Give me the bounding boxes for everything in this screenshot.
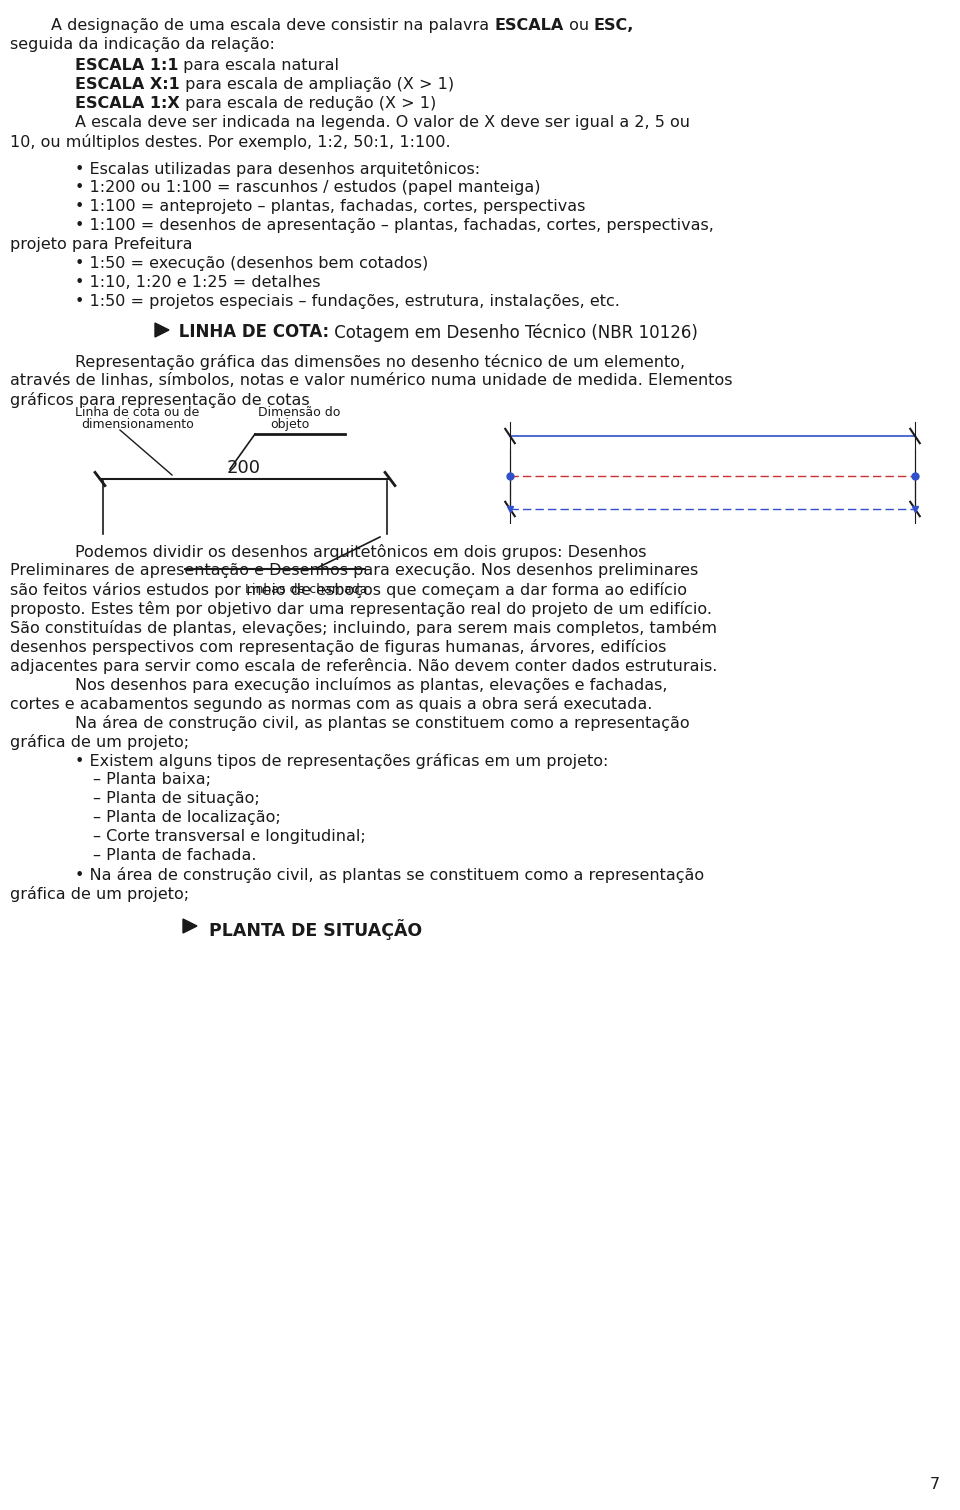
Text: – Corte transversal e longitudinal;: – Corte transversal e longitudinal; [93,829,366,844]
Text: seguida da indicação da relação:: seguida da indicação da relação: [10,38,275,51]
Text: objeto: objeto [270,418,309,430]
Polygon shape [183,920,197,933]
Text: Representação gráfica das dimensões no desenho técnico de um elemento,: Representação gráfica das dimensões no d… [75,353,685,370]
Text: cortes e acabamentos segundo as normas com as quais a obra será executada.: cortes e acabamentos segundo as normas c… [10,696,653,713]
Text: PLANTA DE SITUAÇÃO: PLANTA DE SITUAÇÃO [203,920,422,941]
Text: para escala de ampliação (X > 1): para escala de ampliação (X > 1) [180,77,454,92]
Text: • 1:100 = desenhos de apresentação – plantas, fachadas, cortes, perspectivas,: • 1:100 = desenhos de apresentação – pla… [75,217,714,233]
Text: através de linhas, símbolos, notas e valor numérico numa unidade de medida. Elem: através de linhas, símbolos, notas e val… [10,373,732,388]
Text: são feitos vários estudos por meio de esboços que começam a dar forma ao edifíci: são feitos vários estudos por meio de es… [10,581,687,598]
Text: Linha de cota ou de: Linha de cota ou de [75,406,200,418]
Text: gráfica de um projeto;: gráfica de um projeto; [10,734,189,750]
Text: Na área de construção civil, as plantas se constituem como a representação: Na área de construção civil, as plantas … [75,716,689,731]
Text: 10, ou múltiplos destes. Por exemplo, 1:2, 50:1, 1:100.: 10, ou múltiplos destes. Por exemplo, 1:… [10,134,450,149]
Text: 200: 200 [227,459,261,477]
Text: São constituídas de plantas, elevações; incluindo, para serem mais completos, ta: São constituídas de plantas, elevações; … [10,621,717,636]
Text: • Existem alguns tipos de representações gráficas em um projeto:: • Existem alguns tipos de representações… [75,753,609,769]
Text: A escala deve ser indicada na legenda. O valor de X deve ser igual a 2, 5 ou: A escala deve ser indicada na legenda. O… [75,115,690,130]
Text: adjacentes para servir como escala de referência. Não devem conter dados estrutu: adjacentes para servir como escala de re… [10,658,717,673]
Text: gráfica de um projeto;: gráfica de um projeto; [10,886,189,901]
Text: Preliminares de apresentação e Desenhos para execução. Nos desenhos preliminares: Preliminares de apresentação e Desenhos … [10,563,698,578]
Text: para escala de redução (X > 1): para escala de redução (X > 1) [180,97,436,112]
Text: projeto para Prefeitura: projeto para Prefeitura [10,237,193,252]
Text: Podemos dividir os desenhos arquitetônicos em dois grupos: Desenhos: Podemos dividir os desenhos arquitetônic… [75,544,646,560]
Text: Nos desenhos para execução incluímos as plantas, elevações e fachadas,: Nos desenhos para execução incluímos as … [75,676,667,693]
Polygon shape [155,323,169,337]
Text: ou: ou [564,18,593,33]
Text: • 1:50 = execução (desenhos bem cotados): • 1:50 = execução (desenhos bem cotados) [75,257,428,270]
Text: 7: 7 [930,1477,940,1492]
Text: proposto. Estes têm por objetivo dar uma representação real do projeto de um edi: proposto. Estes têm por objetivo dar uma… [10,601,712,618]
Text: ESCALA X:1: ESCALA X:1 [75,77,180,92]
Text: dimensionamento: dimensionamento [81,418,194,430]
Text: • Escalas utilizadas para desenhos arquitetônicos:: • Escalas utilizadas para desenhos arqui… [75,162,480,177]
Text: Dimensão do: Dimensão do [258,406,341,418]
Text: • Na área de construção civil, as plantas se constituem como a representação: • Na área de construção civil, as planta… [75,867,704,883]
Text: Linhas de chamada: Linhas de chamada [245,583,368,596]
Text: • 1:50 = projetos especiais – fundações, estrutura, instalações, etc.: • 1:50 = projetos especiais – fundações,… [75,294,620,310]
Text: A designação de uma escala deve consistir na palavra: A designação de uma escala deve consisti… [10,18,494,33]
Text: desenhos perspectivos com representação de figuras humanas, árvores, edifícios: desenhos perspectivos com representação … [10,639,666,655]
Text: para escala natural: para escala natural [179,57,340,72]
Text: – Planta de fachada.: – Planta de fachada. [93,849,256,864]
Text: • 1:10, 1:20 e 1:25 = detalhes: • 1:10, 1:20 e 1:25 = detalhes [75,275,321,290]
Text: ESC,: ESC, [593,18,635,33]
Text: – Planta de localização;: – Planta de localização; [93,809,280,824]
Text: ESCALA 1:X: ESCALA 1:X [75,97,180,112]
Text: gráficos para representação de cotas: gráficos para representação de cotas [10,393,310,408]
Text: – Planta baixa;: – Planta baixa; [93,772,211,787]
Text: Cotagem em Desenho Técnico (NBR 10126): Cotagem em Desenho Técnico (NBR 10126) [329,323,698,341]
Text: • 1:100 = anteprojeto – plantas, fachadas, cortes, perspectivas: • 1:100 = anteprojeto – plantas, fachada… [75,199,586,214]
Text: • 1:200 ou 1:100 = rascunhos / estudos (papel manteiga): • 1:200 ou 1:100 = rascunhos / estudos (… [75,180,540,195]
Text: ESCALA 1:1: ESCALA 1:1 [75,57,179,72]
Text: – Planta de situação;: – Planta de situação; [93,791,260,806]
Text: ESCALA: ESCALA [494,18,564,33]
Text: LINHA DE COTA:: LINHA DE COTA: [173,323,329,341]
